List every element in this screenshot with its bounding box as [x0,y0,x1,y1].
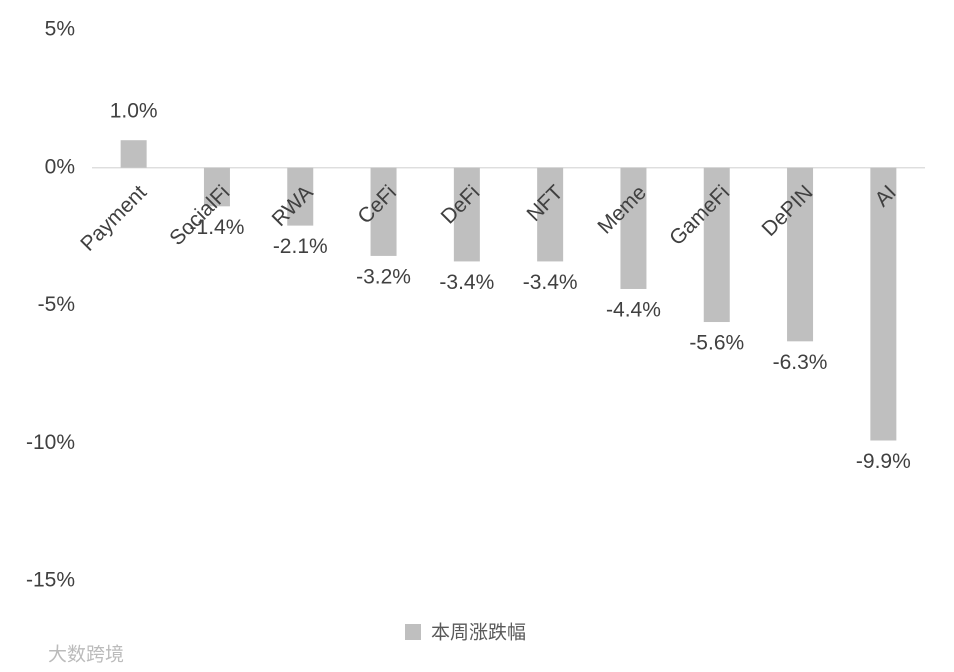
bar [620,167,647,289]
legend-swatch [405,624,421,640]
value-label: -2.1% [273,235,328,258]
value-label: -9.9% [856,450,911,473]
legend-text: 本周涨跌幅 [431,622,526,644]
value-label: -6.3% [773,351,828,374]
bar [870,167,897,441]
value-label: -3.4% [439,271,494,294]
bar [287,167,314,226]
value-label: -4.4% [606,299,661,322]
value-label: -5.6% [689,332,744,355]
y-tick-label: -10% [26,431,75,454]
y-tick-label: -15% [26,569,75,592]
value-label: -3.2% [356,265,411,288]
bar [120,140,147,168]
bar [787,167,814,342]
value-label: -3.4% [523,271,578,294]
value-label: 1.0% [110,100,158,123]
y-tick-label: 5% [45,18,75,41]
value-label: -1.4% [190,216,245,239]
bar [537,167,564,262]
y-tick-label: 0% [45,155,75,178]
bar [203,167,230,207]
y-tick-label: -5% [38,293,75,316]
bar [370,167,397,256]
watermark: 大数跨境 [48,644,124,666]
x-tick-label: Payment [76,181,151,256]
bar [703,167,730,323]
bar [453,167,480,262]
